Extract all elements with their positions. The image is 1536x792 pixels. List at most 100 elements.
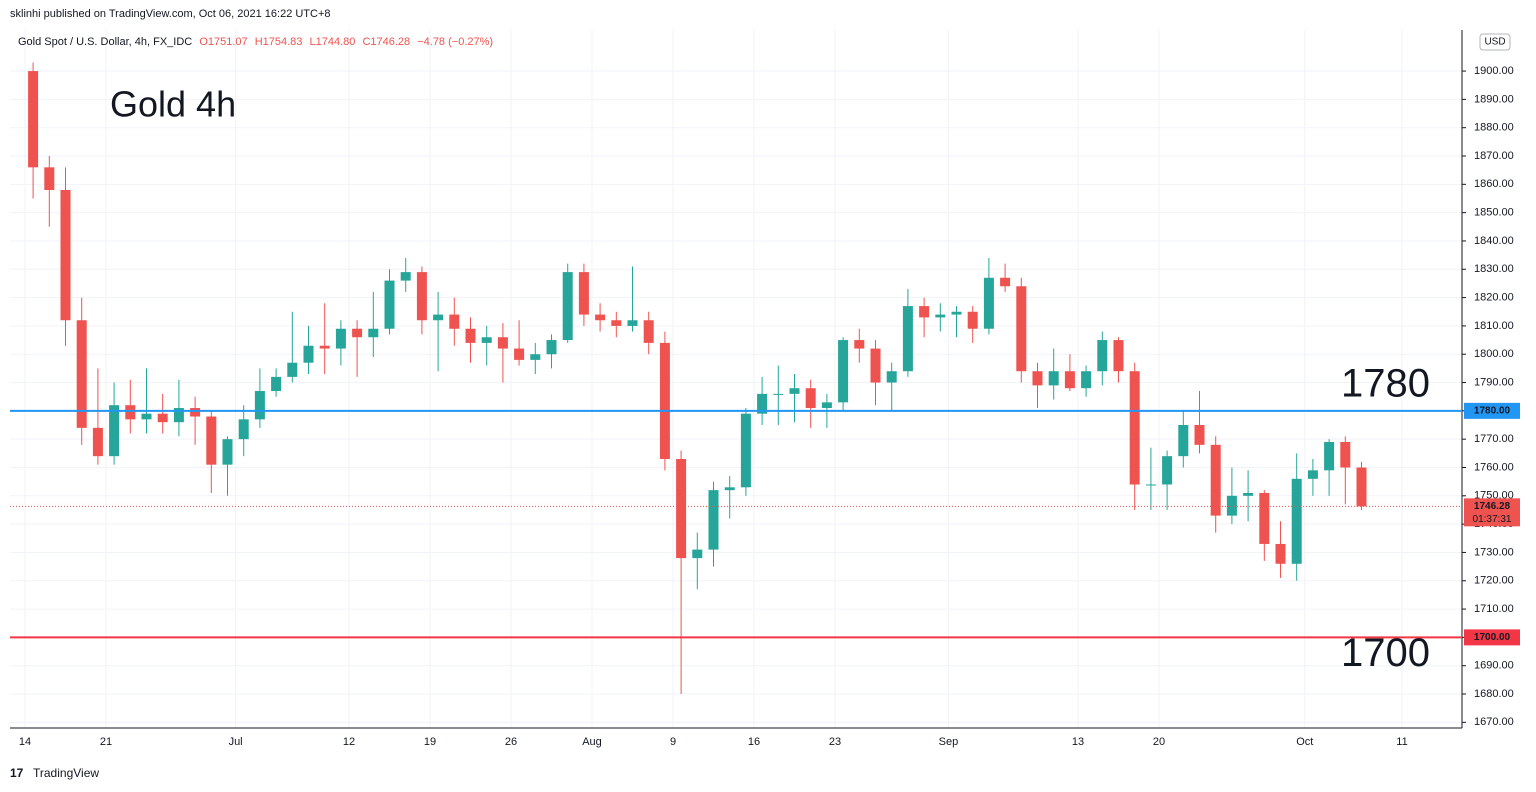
candle-body <box>1210 444 1221 516</box>
y-tick-label: 1870.00 <box>1474 150 1514 162</box>
candle-body <box>238 419 249 440</box>
candle-body <box>60 189 71 321</box>
candle-body <box>692 549 703 559</box>
candle-body <box>659 342 670 459</box>
x-tick-label: Sep <box>939 736 959 748</box>
candle-body <box>1356 467 1367 507</box>
candle-body <box>1064 371 1075 389</box>
x-tick-label: 21 <box>100 736 112 748</box>
y-tick-label: 1860.00 <box>1474 178 1514 190</box>
x-tick-label: Oct <box>1296 736 1313 748</box>
currency-badge[interactable] <box>1479 33 1511 51</box>
y-tick-label: 1830.00 <box>1474 263 1514 275</box>
x-tick-label: 20 <box>1153 736 1165 748</box>
candle-body <box>384 280 395 329</box>
x-tick-label: 23 <box>829 736 841 748</box>
candle-body <box>627 320 638 326</box>
candle-body <box>902 306 913 372</box>
candle-body <box>1048 371 1059 386</box>
candle-body <box>416 272 427 321</box>
y-tick-label: 1680.00 <box>1474 688 1514 700</box>
x-tick-label: 11 <box>1396 736 1407 748</box>
candle-body <box>1097 340 1108 372</box>
candle-body <box>1081 371 1092 389</box>
candle-body <box>870 348 881 383</box>
candle-body <box>287 362 298 377</box>
candle-body <box>740 413 751 488</box>
candle-body <box>935 314 946 318</box>
candle-body <box>514 348 525 360</box>
line-annotation: 1700 <box>1341 631 1430 675</box>
price-label-box <box>1464 402 1520 419</box>
candle-body <box>222 439 233 465</box>
candle-body <box>1275 543 1286 564</box>
plot-area <box>10 30 1462 728</box>
chart-title: Gold 4h <box>110 84 236 125</box>
candle-body <box>109 405 120 457</box>
x-tick-label: 9 <box>670 736 676 748</box>
candle-body <box>789 388 800 394</box>
y-tick-label: 1720.00 <box>1474 575 1514 587</box>
last-price-box <box>1464 498 1520 527</box>
candle-body <box>352 328 363 338</box>
low: L1744.80 <box>309 36 355 48</box>
candle-body <box>676 458 687 559</box>
y-tick-label: 1840.00 <box>1474 235 1514 247</box>
candle-body <box>951 311 962 315</box>
candle-body <box>1307 470 1318 479</box>
y-tick-label: 1730.00 <box>1474 546 1514 558</box>
last-price-label: 1746.28 <box>1474 501 1511 512</box>
x-tick-label: 19 <box>424 736 436 748</box>
y-tick-label: 1760.00 <box>1474 461 1514 473</box>
publish-info: sklinhi published on TradingView.com, Oc… <box>10 8 331 20</box>
candle-body <box>271 376 282 392</box>
x-tick-label: 12 <box>343 736 355 748</box>
candle-body <box>206 416 217 465</box>
x-tick-label: 13 <box>1072 736 1084 748</box>
candle-body <box>44 167 55 190</box>
y-tick-label: 1710.00 <box>1474 603 1514 615</box>
candle-body <box>562 272 573 341</box>
candle-body <box>595 314 606 321</box>
candle-body <box>838 340 849 403</box>
candle-body <box>805 388 816 409</box>
candle-body <box>773 393 784 395</box>
x-tick-label: 14 <box>19 736 31 748</box>
candle-body <box>368 328 379 338</box>
candle-body <box>465 328 476 343</box>
candle-body <box>530 354 541 360</box>
y-tick-label: 1820.00 <box>1474 291 1514 303</box>
y-tick-label: 1790.00 <box>1474 376 1514 388</box>
candle-body <box>433 314 444 321</box>
candle-body <box>319 345 330 349</box>
countdown: 01:37:31 <box>1473 514 1512 525</box>
candle-body <box>724 487 735 491</box>
candle-body <box>1000 277 1011 287</box>
candle-body <box>173 408 184 423</box>
candle-body <box>449 314 460 329</box>
high: H1754.83 <box>255 36 303 48</box>
legend: Gold Spot / U.S. Dollar, 4h, FX_IDC O175… <box>18 36 493 48</box>
candle-body <box>1016 286 1027 372</box>
x-tick-label: Jul <box>229 736 243 748</box>
candle-body <box>1178 425 1189 457</box>
open: O1751.07 <box>199 36 247 48</box>
candle-body <box>757 393 768 414</box>
y-tick-label: 1900.00 <box>1474 65 1514 77</box>
candle-body <box>546 340 557 355</box>
y-tick-label: 1800.00 <box>1474 348 1514 360</box>
y-tick-label: 1770.00 <box>1474 433 1514 445</box>
x-tick-label: Aug <box>582 736 602 748</box>
candle-body <box>983 277 994 329</box>
price-label: 1780.00 <box>1474 405 1511 416</box>
x-tick-label: 26 <box>505 736 517 748</box>
candle-body <box>141 413 152 420</box>
candle-body <box>400 272 411 281</box>
candle-body <box>497 337 508 349</box>
candle-body <box>92 427 103 457</box>
y-tick-label: 1810.00 <box>1474 320 1514 332</box>
candle-body <box>643 320 654 343</box>
footer-logo: 17 <box>10 766 24 780</box>
candle-body <box>481 337 492 343</box>
